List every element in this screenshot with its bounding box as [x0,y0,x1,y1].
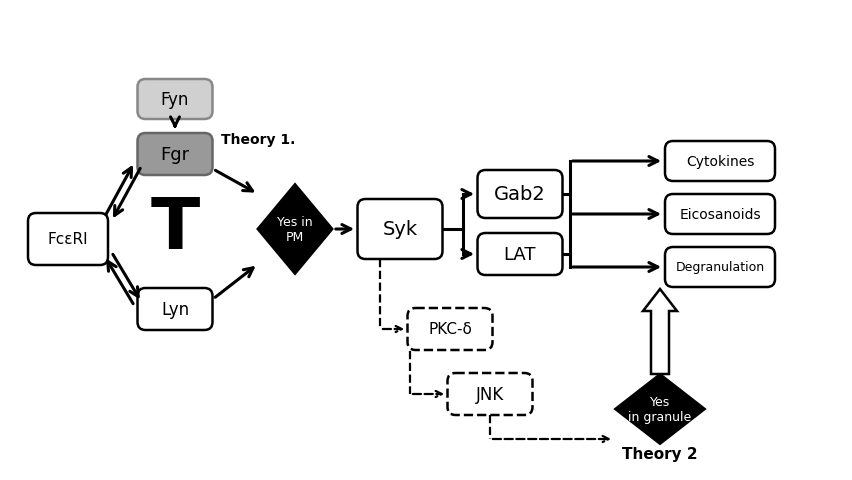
FancyBboxPatch shape [665,248,774,288]
FancyBboxPatch shape [477,171,561,218]
Text: Fgr: Fgr [160,146,189,164]
Text: Gab2: Gab2 [493,185,545,204]
FancyBboxPatch shape [137,288,212,330]
FancyBboxPatch shape [137,134,212,176]
Text: Cytokines: Cytokines [685,155,753,168]
FancyBboxPatch shape [137,80,212,120]
Text: Lyn: Lyn [161,300,189,318]
Text: T: T [150,195,199,264]
Text: JNK: JNK [475,385,504,403]
FancyBboxPatch shape [28,214,108,265]
Text: FcεRI: FcεRI [48,232,89,247]
FancyBboxPatch shape [357,200,442,260]
Text: Fyn: Fyn [161,91,189,109]
FancyBboxPatch shape [447,373,532,415]
Text: Syk: Syk [382,220,417,239]
Polygon shape [614,374,704,444]
Text: Theory 2: Theory 2 [621,446,697,462]
Text: Theory 1.: Theory 1. [221,133,295,147]
Text: PKC-δ: PKC-δ [428,322,471,337]
Polygon shape [257,185,332,275]
FancyBboxPatch shape [477,233,561,276]
Text: Yes in
PM: Yes in PM [277,216,313,243]
FancyBboxPatch shape [407,308,492,350]
Text: Eicosanoids: Eicosanoids [678,207,760,222]
FancyArrow shape [642,289,676,374]
FancyBboxPatch shape [665,142,774,181]
FancyBboxPatch shape [665,194,774,235]
Text: LAT: LAT [504,245,536,264]
Text: Yes
in granule: Yes in granule [628,395,691,423]
Text: Degranulation: Degranulation [675,261,763,274]
